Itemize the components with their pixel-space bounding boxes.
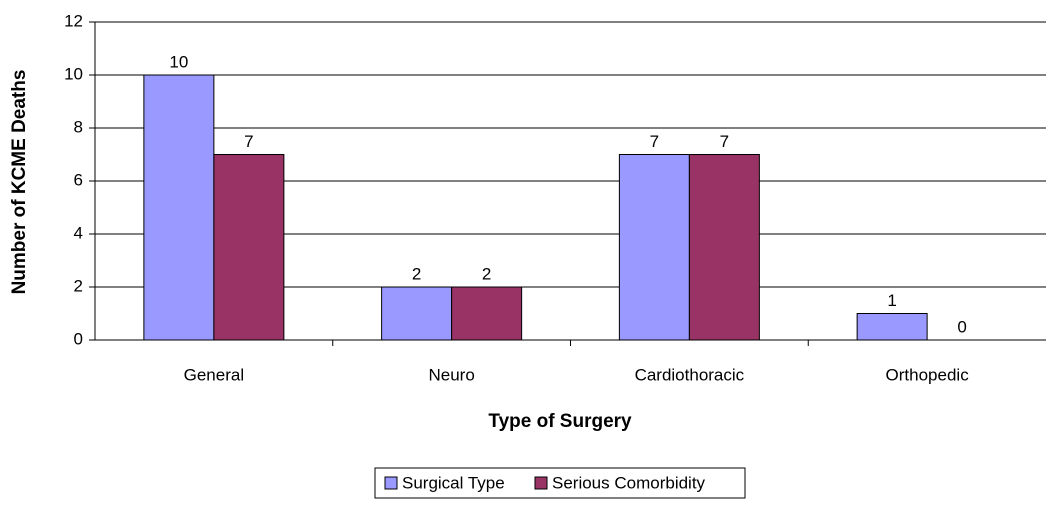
x-tick-label: Orthopedic: [886, 365, 970, 384]
bar: [213, 154, 285, 341]
data-label: 7: [650, 132, 659, 151]
y-axis-title: Number of KCME Deaths: [9, 70, 30, 295]
bar: [143, 74, 215, 341]
bar: [451, 286, 523, 341]
legend-label: Surgical Type: [402, 473, 505, 492]
y-tick-label: 6: [74, 170, 83, 189]
data-label: 7: [244, 132, 253, 151]
data-label: 2: [412, 264, 421, 283]
y-tick-label: 0: [74, 329, 83, 348]
x-axis-title: Type of Surgery: [488, 411, 632, 432]
x-tick-label: General: [184, 365, 244, 384]
data-label: 2: [482, 264, 491, 283]
bar: [618, 154, 690, 341]
bar: [856, 313, 928, 341]
legend-label: Serious Comorbidity: [552, 473, 706, 492]
legend-box: [374, 467, 746, 499]
data-label: 0: [957, 317, 966, 336]
y-tick-label: 8: [74, 117, 83, 136]
x-tick-label: Cardiothoracic: [635, 365, 745, 384]
x-tick-label: Neuro: [428, 365, 474, 384]
y-tick-label: 2: [74, 276, 83, 295]
legend-swatch: [384, 476, 398, 490]
legend-swatch: [534, 476, 548, 490]
y-tick-label: 12: [64, 11, 83, 30]
bar: [688, 154, 760, 341]
data-label: 10: [169, 52, 188, 71]
data-label: 7: [720, 132, 729, 151]
y-tick-label: 10: [64, 64, 83, 83]
y-tick-label: 4: [74, 223, 83, 242]
data-label: 1: [887, 291, 896, 310]
bar: [381, 286, 453, 341]
